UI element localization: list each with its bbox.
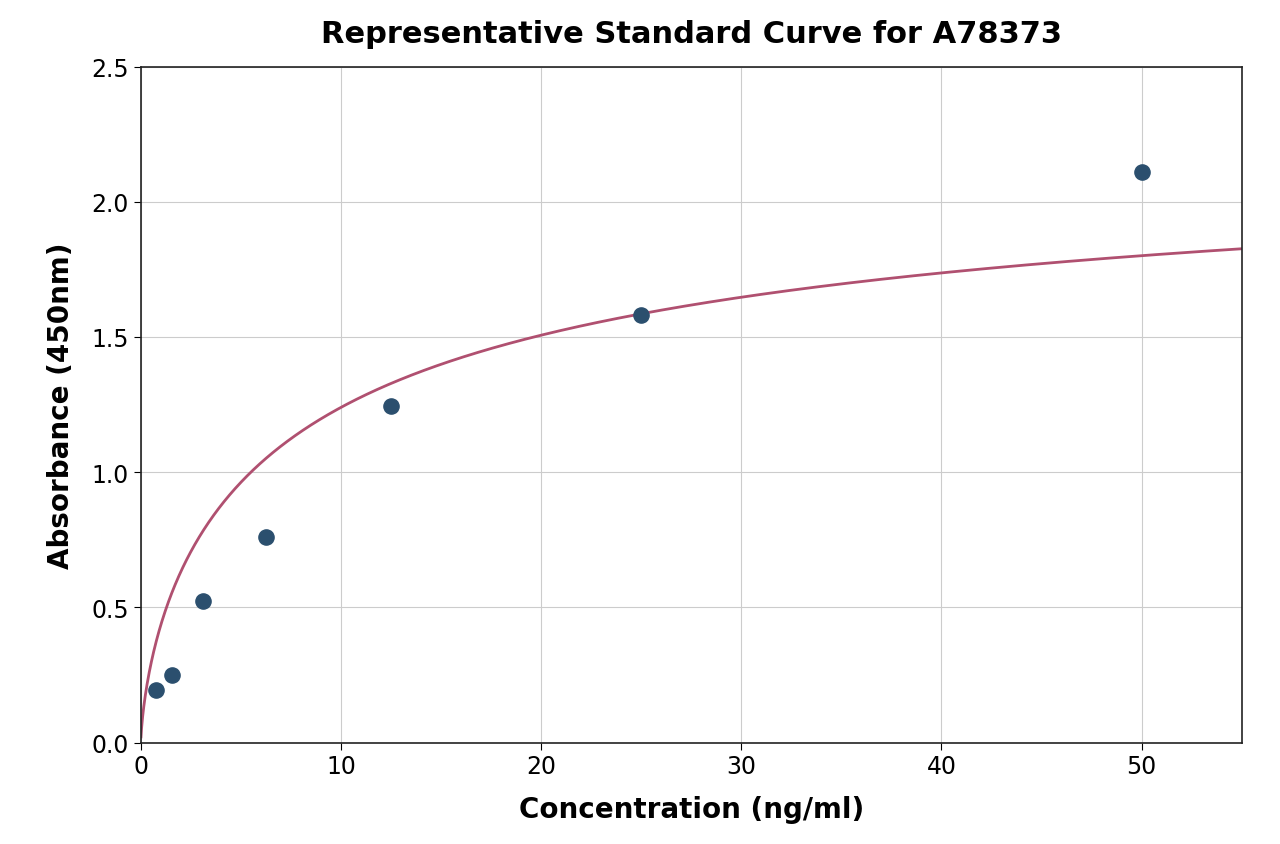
Point <box>380 400 401 414</box>
Title: Representative Standard Curve for A78373: Representative Standard Curve for A78373 <box>321 19 1061 49</box>
Point <box>146 684 166 697</box>
Point <box>193 594 214 608</box>
X-axis label: Concentration (ng/ml): Concentration (ng/ml) <box>518 795 864 823</box>
Point <box>1132 166 1152 180</box>
Point <box>631 309 652 322</box>
Point <box>161 668 182 682</box>
Point <box>256 531 276 544</box>
Y-axis label: Absorbance (450nm): Absorbance (450nm) <box>46 242 74 568</box>
